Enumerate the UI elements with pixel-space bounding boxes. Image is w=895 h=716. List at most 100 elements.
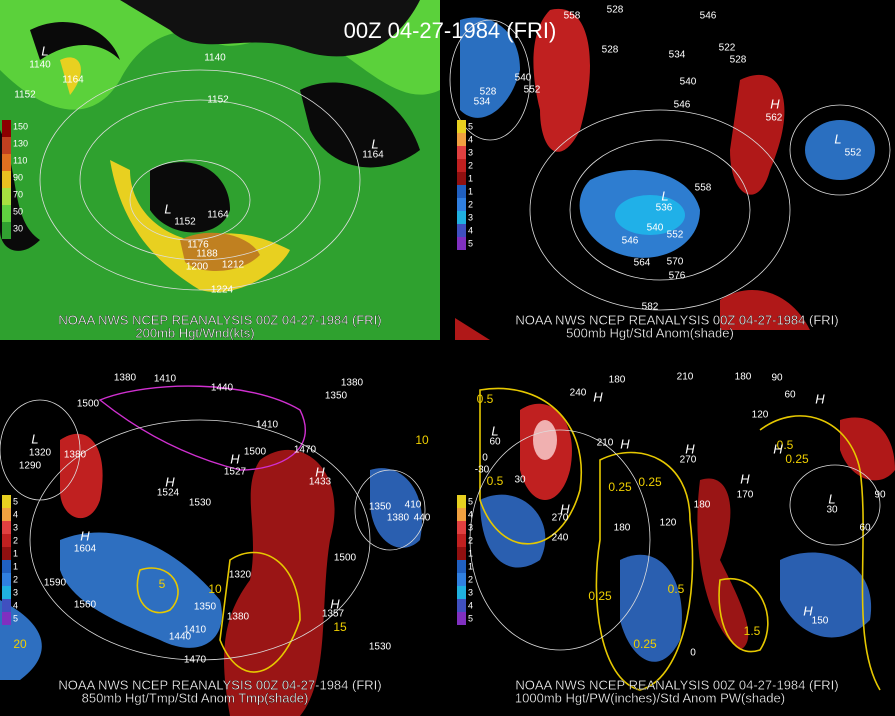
colorbar-swatch bbox=[2, 171, 11, 188]
contour-label: 1176 bbox=[187, 240, 209, 251]
contour-label: 120 bbox=[660, 518, 677, 529]
contour-label: 440 bbox=[414, 513, 431, 524]
colorbar-label: 30 bbox=[13, 223, 23, 233]
contour-label: 1152 bbox=[207, 95, 229, 106]
colorbar-label: 1 bbox=[13, 548, 18, 558]
colorbar-label: 1 bbox=[468, 173, 473, 183]
colorbar-swatch bbox=[457, 495, 466, 508]
contour-label: H bbox=[80, 528, 90, 543]
colorbar-swatch bbox=[457, 237, 466, 250]
contour-label: 1164 bbox=[207, 210, 229, 221]
contour-label: 522 bbox=[719, 43, 736, 54]
colorbar-swatch bbox=[457, 599, 466, 612]
contour-label: 1524 bbox=[157, 488, 180, 499]
contour-label: 1357 bbox=[322, 609, 345, 620]
contour-label: 1433 bbox=[309, 477, 332, 488]
contour-label: H bbox=[315, 464, 325, 479]
contour-label: H bbox=[230, 451, 240, 466]
colorbar-swatch bbox=[2, 495, 11, 508]
colorbar-swatch bbox=[457, 211, 466, 224]
contour-label: 15 bbox=[333, 620, 347, 634]
colorbar-label: 2 bbox=[468, 160, 473, 170]
colorbar-swatch bbox=[457, 547, 466, 560]
colorbar-label: 1 bbox=[468, 548, 473, 558]
colorbar-label: 4 bbox=[468, 600, 473, 610]
contour-label: 180 bbox=[609, 375, 626, 386]
contour-label: 564 bbox=[634, 258, 651, 269]
colorbar-swatch bbox=[2, 521, 11, 534]
contour-label: 0 bbox=[482, 453, 488, 464]
contour-label: 0.25 bbox=[588, 589, 612, 603]
colorbar-swatch bbox=[2, 586, 11, 599]
contour-label: 1140 bbox=[29, 60, 51, 71]
contour-label: 1530 bbox=[369, 642, 392, 653]
contour-label: 1380 bbox=[64, 450, 87, 461]
contour-label: 270 bbox=[552, 513, 569, 524]
contour-label: 1320 bbox=[229, 570, 252, 581]
contour-label: 10 bbox=[208, 582, 222, 596]
colorbar-label: 2 bbox=[468, 535, 473, 545]
colorbar-swatch bbox=[2, 205, 11, 222]
contour-label: 30 bbox=[826, 505, 838, 516]
panel-source: NOAA NWS NCEP REANALYSIS 00Z 04-27-1984 … bbox=[58, 677, 381, 692]
main-title: 00Z 04-27-1984 (FRI) bbox=[344, 18, 557, 43]
contour-label: 90 bbox=[874, 490, 886, 501]
contour-label: 60 bbox=[489, 437, 501, 448]
contour-label: 30 bbox=[514, 475, 526, 486]
colorbar-label: 5 bbox=[468, 496, 473, 506]
contour-label: H bbox=[815, 391, 825, 406]
contour-label: 0.5 bbox=[477, 392, 494, 406]
colorbar-label: 3 bbox=[13, 587, 18, 597]
colorbar-label: 2 bbox=[468, 574, 473, 584]
colorbar-label: 4 bbox=[13, 509, 18, 519]
contour-label: 1152 bbox=[14, 90, 36, 101]
contour-label: 540 bbox=[680, 77, 697, 88]
colorbar-label: 4 bbox=[468, 509, 473, 519]
panel-caption: 850mb Hgt/Tmp/Std Anom Tmp(shade) bbox=[82, 690, 309, 705]
contour-label: 0.25 bbox=[785, 452, 809, 466]
colorbar-label: 4 bbox=[468, 134, 473, 144]
colorbar-swatch bbox=[2, 534, 11, 547]
colorbar-label: 110 bbox=[13, 155, 27, 165]
colorbar-label: 3 bbox=[468, 212, 473, 222]
contour-label: 582 bbox=[642, 302, 659, 313]
colorbar-label: 2 bbox=[468, 199, 473, 209]
panel-500mb bbox=[449, 0, 895, 340]
colorbar-swatch bbox=[457, 120, 466, 133]
colorbar-label: 5 bbox=[13, 613, 18, 623]
panel-200mb bbox=[0, 0, 440, 340]
contour-label: 1440 bbox=[211, 383, 234, 394]
contour-label: 150 bbox=[812, 616, 829, 627]
colorbar-swatch bbox=[457, 224, 466, 237]
contour-label: 1350 bbox=[325, 391, 348, 402]
contour-label: 528 bbox=[602, 45, 619, 56]
colorbar-label: 1 bbox=[13, 561, 18, 571]
contour-label: 1530 bbox=[189, 498, 212, 509]
panel-caption: 1000mb Hgt/PW(inches)/Std Anom PW(shade) bbox=[515, 690, 785, 705]
contour-label: H bbox=[165, 474, 175, 489]
contour-label: H bbox=[803, 603, 813, 618]
contour-label: 1140 bbox=[204, 53, 226, 64]
contour-label: 0.25 bbox=[633, 637, 657, 651]
colorbar-swatch bbox=[457, 521, 466, 534]
contour-label: 10 bbox=[415, 433, 429, 447]
colorbar-swatch bbox=[2, 508, 11, 521]
contour-label: 1212 bbox=[222, 260, 245, 271]
contour-label: 1200 bbox=[186, 262, 209, 273]
contour-label: H bbox=[593, 389, 603, 404]
contour-label: 552 bbox=[524, 85, 541, 96]
colorbar-label: 150 bbox=[13, 121, 28, 131]
colorbar-swatch bbox=[2, 560, 11, 573]
panel-850mb bbox=[0, 375, 440, 716]
contour-label: L bbox=[661, 188, 668, 203]
contour-label: 552 bbox=[667, 230, 684, 241]
colorbar-swatch bbox=[2, 599, 11, 612]
contour-label: 1224 bbox=[211, 285, 234, 296]
contour-label: 546 bbox=[622, 236, 639, 247]
contour-label: 1.5 bbox=[744, 624, 761, 638]
contour-label: 1320 bbox=[29, 448, 52, 459]
colorbar-swatch bbox=[2, 137, 11, 154]
colorbar-label: 1 bbox=[468, 186, 473, 196]
panel-caption: 200mb Hgt/Wnd(kts) bbox=[135, 325, 254, 340]
contour-label: 1380 bbox=[227, 612, 250, 623]
